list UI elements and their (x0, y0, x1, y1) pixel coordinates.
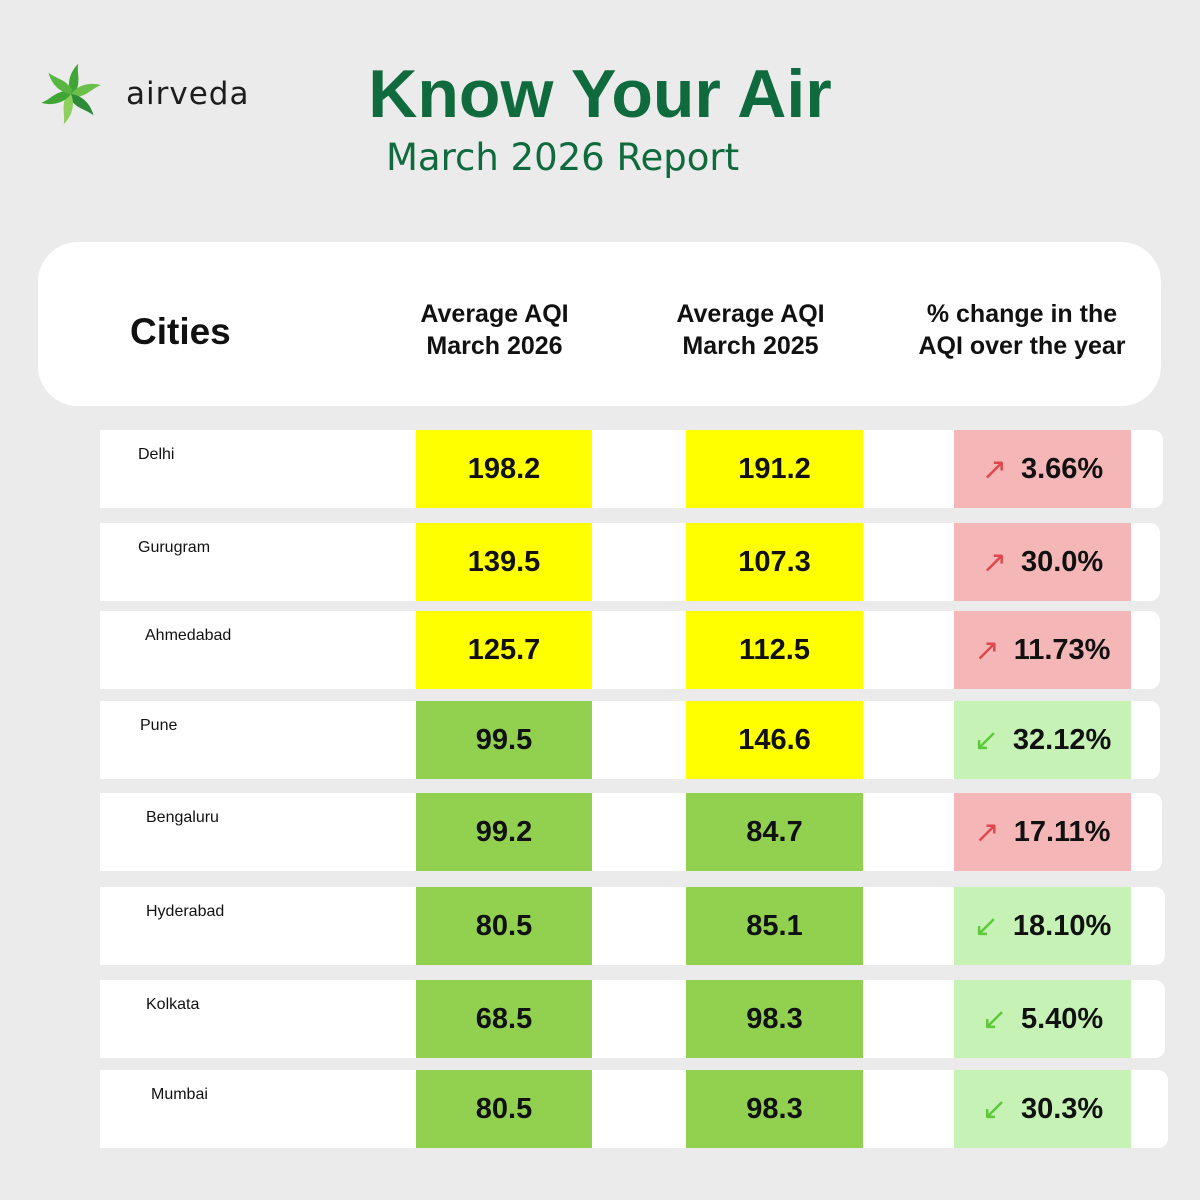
header-aqi-2026-line1: Average AQI (420, 300, 569, 328)
change-cell: ↗ 30.0% (954, 523, 1131, 601)
aqi-2026-cell: 99.2 (416, 793, 592, 871)
city-name: Bengaluru (146, 809, 219, 826)
table-header: Cities Average AQI March 2026 Average AQ… (38, 242, 1161, 406)
header-aqi-2025-line2: March 2025 (682, 332, 819, 360)
aqi-2026-cell: 80.5 (416, 1070, 592, 1148)
aqi-2026-cell: 125.7 (416, 611, 592, 689)
aqi-2025-cell: 84.7 (686, 793, 863, 871)
arrow-up-right-icon: ↗ (981, 544, 1007, 580)
arrow-down-left-icon: ↙ (981, 1001, 1007, 1037)
header-aqi-2025: Average AQI March 2025 (628, 298, 873, 362)
header-cities: Cities (130, 311, 231, 352)
header-aqi-2026-line2: March 2026 (426, 332, 563, 360)
header-aqi-2026: Average AQI March 2026 (372, 298, 617, 362)
arrow-up-right-icon: ↗ (974, 632, 1000, 668)
arrow-down-left-icon: ↙ (981, 1091, 1007, 1127)
change-value: 3.66% (1020, 452, 1104, 485)
change-cell: ↗ 3.66% (954, 430, 1131, 508)
header-change-line1: % change in the (926, 300, 1118, 328)
aqi-2026-cell: 99.5 (416, 701, 592, 779)
aqi-2025-cell: 85.1 (686, 887, 863, 965)
change-value: 17.11% (1013, 815, 1111, 848)
aqi-2026-cell: 198.2 (416, 430, 592, 508)
city-name: Kolkata (146, 996, 200, 1013)
aqi-2026-cell: 139.5 (416, 523, 592, 601)
aqi-2025-cell: 107.3 (686, 523, 863, 601)
city-name: Mumbai (151, 1086, 208, 1103)
aqi-2025-cell: 112.5 (686, 611, 863, 689)
change-cell: ↙ 30.3% (954, 1070, 1131, 1148)
aqi-2025-cell: 146.6 (686, 701, 863, 779)
city-name: Pune (140, 717, 178, 734)
change-value: 30.0% (1020, 545, 1104, 578)
page-subtitle: March 2026 Report (386, 136, 740, 179)
arrow-up-right-icon: ↗ (974, 814, 1000, 850)
page-title: Know Your Air (368, 56, 832, 132)
header-aqi-2025-line1: Average AQI (676, 300, 825, 328)
pinwheel-logo-icon (41, 63, 101, 125)
aqi-2025-cell: 98.3 (686, 1070, 863, 1148)
header-change: % change in the AQI over the year (892, 298, 1152, 362)
change-cell: ↗ 11.73% (954, 611, 1131, 689)
change-value: 30.3% (1020, 1092, 1104, 1125)
change-value: 11.73% (1013, 633, 1111, 666)
city-name: Hyderabad (146, 903, 225, 920)
aqi-2025-cell: 191.2 (686, 430, 863, 508)
header-change-line2: AQI over the year (918, 332, 1126, 360)
change-value: 32.12% (1012, 723, 1112, 756)
change-cell: ↗ 17.11% (954, 793, 1131, 871)
change-cell: ↙ 18.10% (954, 887, 1131, 965)
change-cell: ↙ 32.12% (954, 701, 1131, 779)
change-value: 5.40% (1020, 1002, 1104, 1035)
brand-name: airveda (126, 76, 250, 112)
city-name: Ahmedabad (145, 627, 232, 644)
change-cell: ↙ 5.40% (954, 980, 1131, 1058)
arrow-down-left-icon: ↙ (973, 908, 999, 944)
aqi-2025-cell: 98.3 (686, 980, 863, 1058)
city-name: Delhi (138, 446, 175, 463)
brand-logo: airveda (32, 58, 249, 130)
aqi-2026-cell: 80.5 (416, 887, 592, 965)
aqi-2026-cell: 68.5 (416, 980, 592, 1058)
arrow-up-right-icon: ↗ (981, 451, 1007, 487)
city-name: Gurugram (138, 539, 211, 556)
arrow-down-left-icon: ↙ (973, 722, 999, 758)
change-value: 18.10% (1012, 909, 1112, 942)
